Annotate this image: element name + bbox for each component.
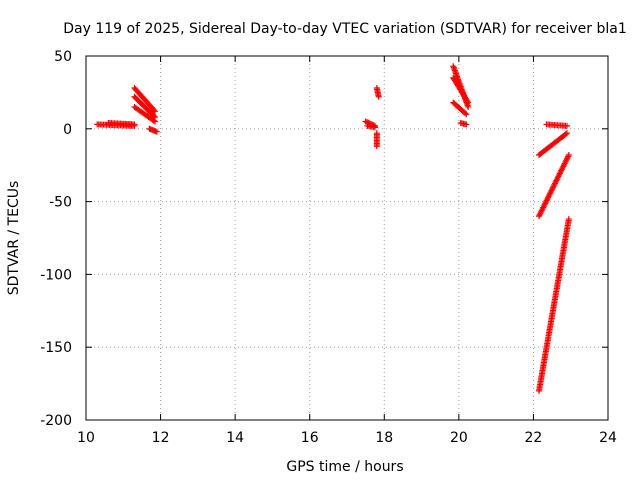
data-point bbox=[365, 119, 372, 126]
data-point bbox=[463, 111, 470, 118]
x-axis-label: GPS time / hours bbox=[286, 459, 403, 475]
data-point bbox=[150, 107, 157, 114]
grid-lines bbox=[86, 56, 608, 420]
y-tick-label: 0 bbox=[63, 122, 72, 138]
y-tick-label: -150 bbox=[40, 340, 72, 356]
y-tick-label: -100 bbox=[40, 267, 72, 283]
x-axis-ticks: 10 12 14 16 18 20 22 24 bbox=[77, 56, 617, 446]
data-point bbox=[565, 152, 572, 159]
data-point bbox=[465, 99, 472, 106]
x-tick-label: 10 bbox=[77, 430, 95, 446]
data-point bbox=[565, 216, 572, 223]
plot-frame bbox=[85, 55, 609, 421]
series-arc-i bbox=[373, 85, 382, 100]
data-point bbox=[563, 122, 570, 129]
x-tick-label: 20 bbox=[450, 430, 468, 446]
series-arc-n bbox=[457, 119, 470, 128]
data-point bbox=[563, 130, 570, 137]
data-point bbox=[375, 93, 382, 100]
series-arc-e bbox=[131, 103, 158, 125]
data-points bbox=[94, 63, 572, 394]
y-tick-label: -200 bbox=[40, 413, 72, 429]
series-arc-r bbox=[536, 216, 572, 394]
series-arc-f bbox=[146, 125, 160, 135]
data-point bbox=[153, 128, 160, 135]
series-arc-b bbox=[105, 119, 138, 128]
x-tick-label: 16 bbox=[301, 430, 319, 446]
x-tick-label: 24 bbox=[599, 430, 617, 446]
y-tick-label: -50 bbox=[49, 195, 72, 211]
x-tick-label: 22 bbox=[525, 430, 543, 446]
data-point bbox=[362, 118, 369, 125]
x-tick-label: 18 bbox=[375, 430, 393, 446]
chart-title: Day 119 of 2025, Sidereal Day-to-day VTE… bbox=[63, 21, 626, 37]
y-axis-ticks: 50 0 -50 -100 -150 -200 bbox=[40, 49, 608, 429]
series-arc-l bbox=[450, 74, 472, 106]
y-tick-label: 50 bbox=[54, 49, 72, 65]
series-arc-j bbox=[373, 130, 380, 150]
series-arc-m bbox=[450, 99, 470, 118]
series-arc-h bbox=[364, 122, 378, 131]
data-point bbox=[373, 143, 380, 150]
data-point bbox=[463, 121, 470, 128]
y-axis-label: SDTVAR / TECUs bbox=[6, 181, 22, 296]
series-arc-c bbox=[131, 85, 158, 115]
data-point bbox=[464, 98, 471, 105]
x-tick-label: 14 bbox=[226, 430, 244, 446]
series-arc-p bbox=[536, 130, 570, 159]
data-point bbox=[151, 108, 158, 115]
series-arc-q bbox=[536, 152, 572, 220]
data-point bbox=[150, 117, 157, 124]
data-point bbox=[462, 110, 469, 117]
x-tick-label: 12 bbox=[152, 430, 170, 446]
data-point bbox=[562, 131, 569, 138]
series-arc-o bbox=[543, 121, 570, 129]
data-point bbox=[151, 118, 158, 125]
data-point bbox=[131, 121, 138, 128]
data-point bbox=[371, 124, 378, 131]
